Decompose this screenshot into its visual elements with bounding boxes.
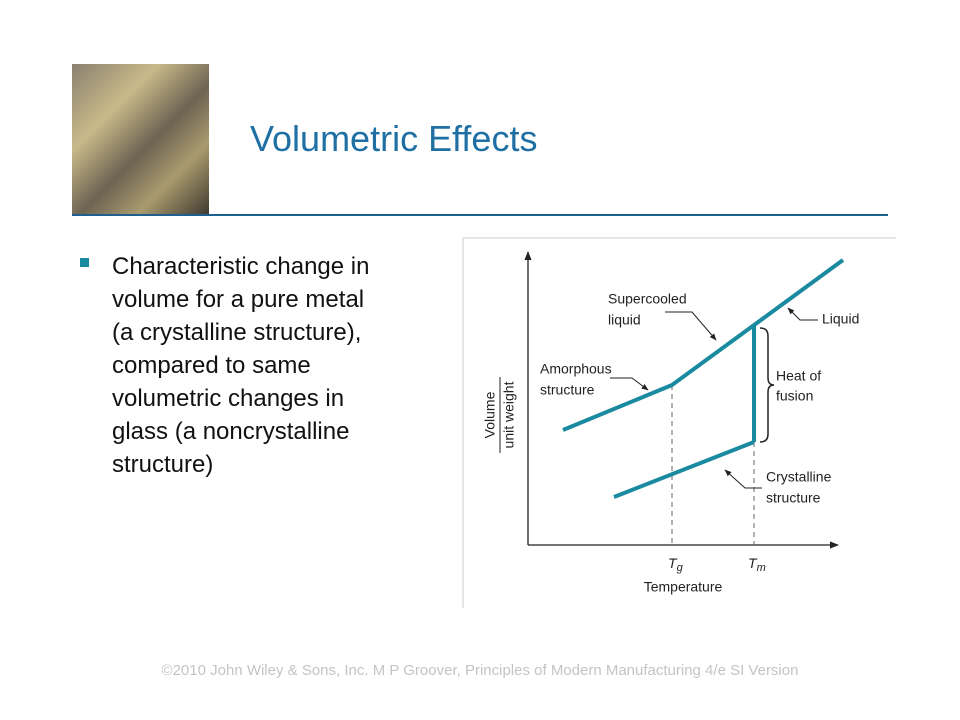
tm-symbol: T (748, 555, 758, 571)
figure-label: Supercooled (608, 291, 687, 307)
figure-label: liquid (608, 312, 641, 328)
figure-label: Heat of (776, 368, 821, 384)
bullet-mark (80, 258, 89, 267)
bullet-line: volume for a pure metal (112, 286, 365, 313)
tm-label: Tm (748, 555, 766, 574)
figure-label: structure (540, 382, 595, 398)
title-rule (72, 214, 888, 216)
bullet-line: compared to same (112, 352, 311, 379)
tg-subscript: g (677, 562, 684, 574)
figure-label: structure (766, 490, 821, 506)
figure-label: Amorphous (540, 361, 612, 377)
bullet-text: Characteristic change in volume for a pu… (112, 250, 369, 481)
bullet-line: glass (a noncrystalline (112, 418, 350, 445)
y-label-numerator: Volume (482, 391, 498, 438)
y-label-denominator: unit weight (501, 381, 517, 448)
photo (72, 64, 209, 214)
x-axis-label: Temperature (644, 579, 723, 595)
bullet-line: volumetric changes in (112, 385, 345, 412)
leaders (610, 307, 818, 489)
brace (759, 327, 775, 443)
bullet-line: (a crystalline structure), (112, 319, 362, 346)
tg-label: Tg (668, 555, 684, 574)
tm-subscript: m (757, 562, 766, 574)
dashed-guides (671, 385, 755, 545)
y-axis-label: Volume unit weight (482, 377, 517, 453)
axes (524, 251, 839, 549)
slide-title: Volumetric Effects (250, 118, 538, 159)
figure-label: Liquid (822, 311, 859, 327)
bullet-line: Characteristic change in (112, 253, 370, 280)
volume-curves (562, 258, 845, 499)
bullet-line: structure) (112, 451, 214, 478)
figure-label: Crystalline (766, 469, 832, 485)
figure-frame (462, 237, 896, 608)
figure-label: fusion (776, 388, 813, 404)
tg-symbol: T (668, 555, 678, 571)
footer: ©2010 John Wiley & Sons, Inc. M P Groove… (161, 662, 799, 679)
